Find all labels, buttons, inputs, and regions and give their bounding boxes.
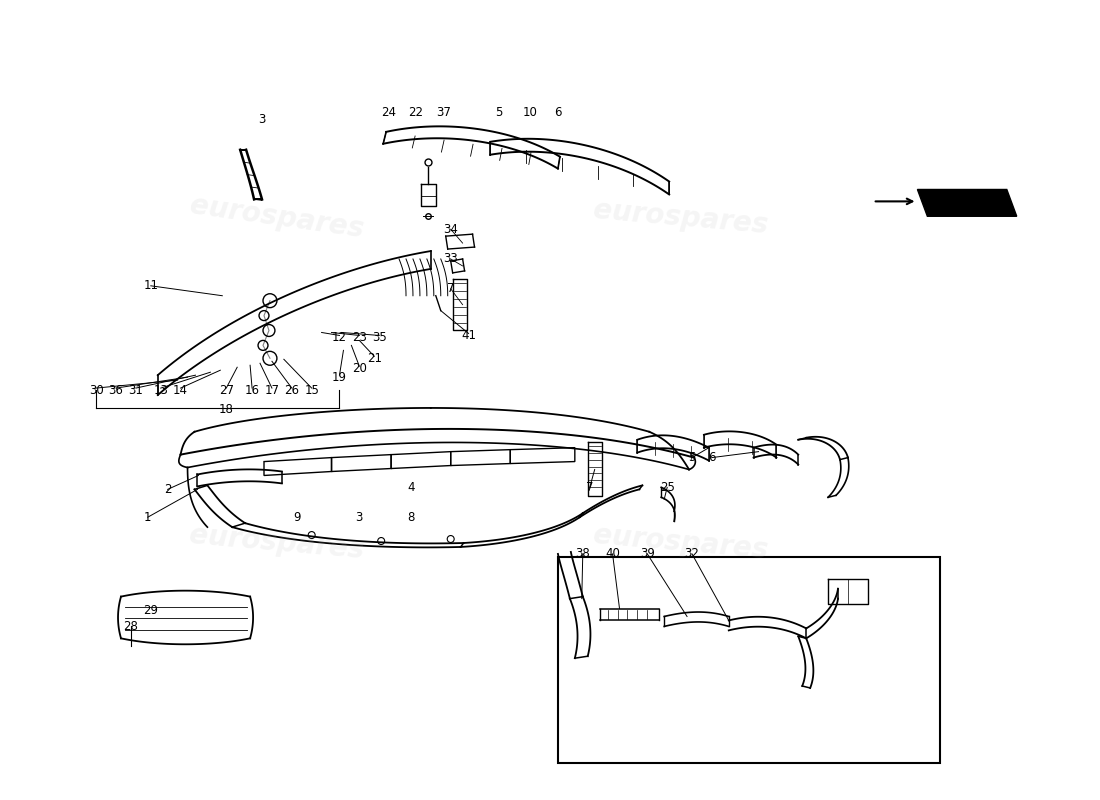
Text: 33: 33 [443,253,458,266]
Text: 24: 24 [382,106,397,118]
Text: 22: 22 [408,106,424,118]
Text: 6: 6 [708,451,716,464]
Text: 13: 13 [153,383,168,397]
Text: 34: 34 [443,222,458,236]
Text: 27: 27 [219,383,234,397]
Text: 2: 2 [164,483,172,496]
Text: 21: 21 [366,352,382,365]
Text: 28: 28 [123,620,139,633]
Text: 26: 26 [284,383,299,397]
Text: 4: 4 [407,481,415,494]
Text: 36: 36 [109,383,123,397]
Text: 10: 10 [522,106,538,118]
Text: 1: 1 [144,510,152,524]
Text: 14: 14 [173,383,188,397]
Text: 5: 5 [689,451,695,464]
Text: 31: 31 [129,383,143,397]
Text: 16: 16 [244,383,260,397]
Text: 29: 29 [143,604,158,617]
Text: 37: 37 [437,106,451,118]
Bar [558,557,940,763]
Text: 6: 6 [554,106,562,118]
Text: 32: 32 [684,547,700,561]
Text: 41: 41 [461,329,476,342]
Text: 7: 7 [447,282,454,295]
Text: 11: 11 [143,279,158,292]
Text: 38: 38 [575,547,590,561]
Text: 3: 3 [355,510,363,524]
Text: 15: 15 [305,383,319,397]
Text: 18: 18 [219,403,233,417]
Text: 12: 12 [332,331,346,344]
Text: eurospares: eurospares [593,522,770,565]
Text: 23: 23 [352,331,366,344]
Text: 7: 7 [586,481,594,494]
Text: 30: 30 [89,383,103,397]
Text: 17: 17 [264,383,279,397]
Text: 3: 3 [258,114,266,126]
Text: eurospares: eurospares [593,196,770,239]
Text: 20: 20 [352,362,366,374]
Text: 19: 19 [332,370,346,384]
Text: 8: 8 [407,510,415,524]
Text: 35: 35 [372,331,386,344]
Polygon shape [917,190,1016,216]
Text: eurospares: eurospares [188,191,366,243]
Text: 40: 40 [605,547,620,561]
Text: eurospares: eurospares [188,522,365,565]
Text: 25: 25 [660,481,674,494]
Text: 39: 39 [640,547,654,561]
Text: 9: 9 [293,510,300,524]
Text: 5: 5 [495,106,502,118]
